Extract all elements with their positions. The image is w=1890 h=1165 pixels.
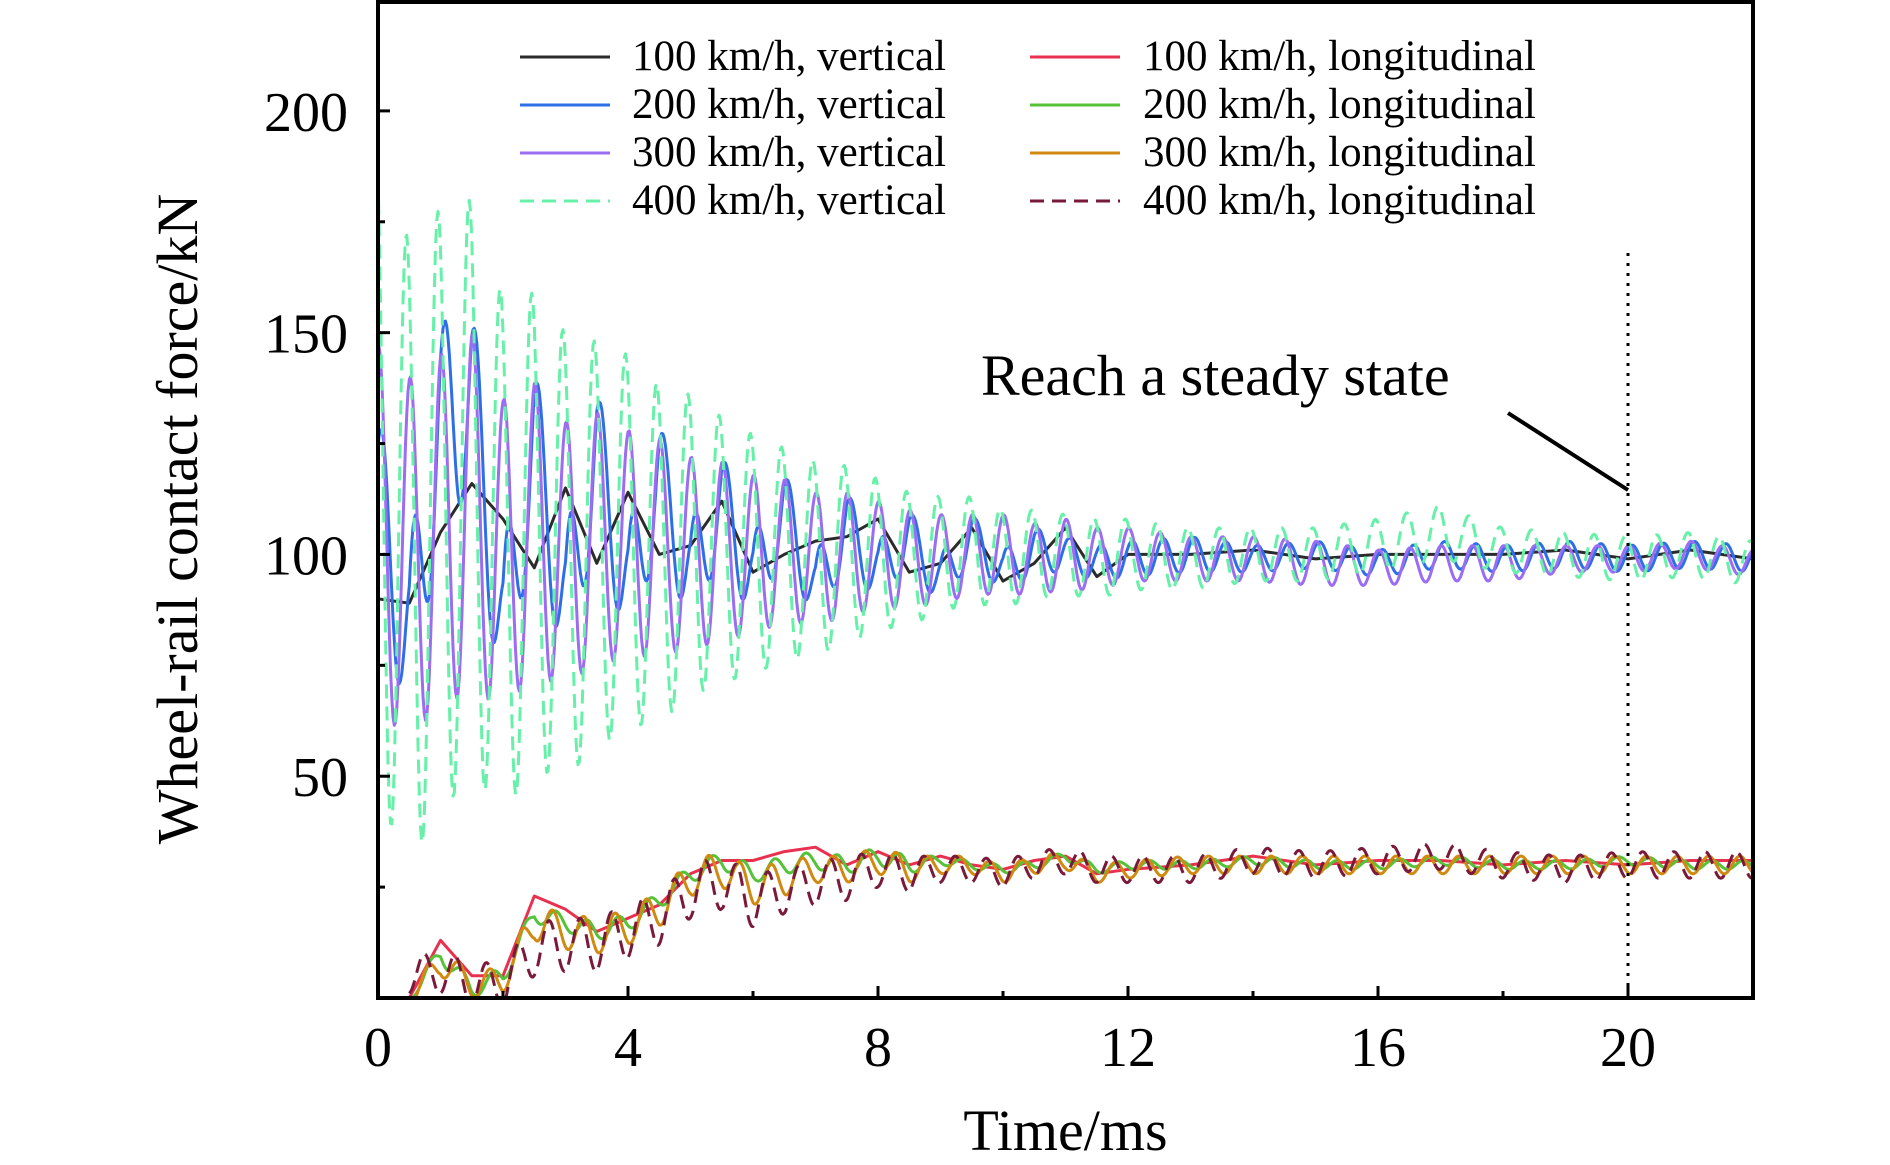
plot-frame xyxy=(376,0,1755,1000)
axis-ticks: 0 4 8 12 16 20 50 100 150 200 xyxy=(264,82,1656,1079)
y-tick-label: 100 xyxy=(264,525,348,587)
legend-label-2: 200 km/h, vertical xyxy=(632,81,946,128)
y-tick-label: 150 xyxy=(264,304,348,366)
legend-label-6: 200 km/h, longitudinal xyxy=(1143,81,1536,128)
legend-label-1: 100 km/h, vertical xyxy=(632,33,946,80)
x-tick-label: 20 xyxy=(1600,1017,1656,1079)
x-tick-label: 4 xyxy=(614,1017,642,1079)
x-tick-label: 16 xyxy=(1350,1017,1406,1079)
legend-label-4: 400 km/h, vertical xyxy=(632,177,946,224)
x-tick-label: 12 xyxy=(1100,1017,1156,1079)
legend-label-5: 100 km/h, longitudinal xyxy=(1143,33,1536,80)
y-axis-title: Wheel-rail contact force/kN xyxy=(145,194,210,845)
y-tick-label: 50 xyxy=(292,747,348,809)
x-tick-label: 8 xyxy=(864,1017,892,1079)
x-tick-label: 0 xyxy=(364,1017,392,1079)
annotation-pointer xyxy=(1506,411,1630,492)
series-line-3 xyxy=(378,333,1753,727)
legend-label-3: 300 km/h, vertical xyxy=(632,129,946,176)
series-line-7 xyxy=(413,849,1753,998)
legend-label-7: 300 km/h, longitudinal xyxy=(1143,129,1536,176)
series-layer xyxy=(378,178,1753,998)
series-line-4 xyxy=(378,178,1753,844)
y-tick-label: 200 xyxy=(264,82,348,144)
x-axis-title: Time/ms xyxy=(963,1098,1167,1163)
annotation-text: Reach a steady state xyxy=(981,343,1450,408)
legend-label-8: 400 km/h, longitudinal xyxy=(1143,177,1536,224)
